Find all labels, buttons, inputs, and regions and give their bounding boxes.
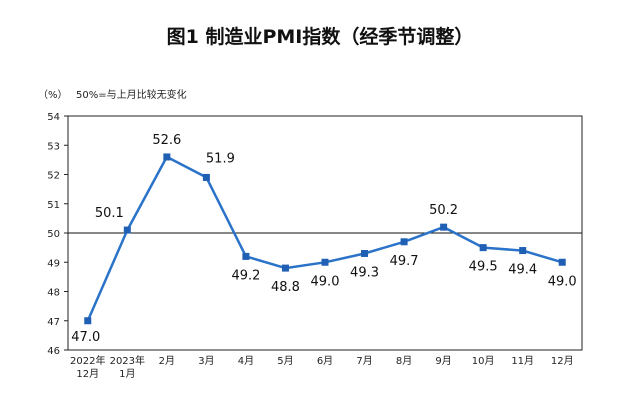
x-tick-label: 7月 <box>356 355 372 367</box>
data-point-marker <box>123 226 131 234</box>
data-point-marker <box>558 258 566 266</box>
x-tick-label: 2023年 <box>110 354 145 367</box>
x-tick-label: 6月 <box>317 355 333 367</box>
data-point-marker <box>84 317 92 325</box>
y-tick-label: 46 <box>47 346 60 357</box>
data-label: 49.5 <box>469 260 498 275</box>
series-line <box>86 155 563 322</box>
x-tick-label: 8月 <box>396 355 412 367</box>
x-tick-label: 10月 <box>472 355 495 367</box>
x-tick-label: 11月 <box>511 355 534 367</box>
data-label: 49.4 <box>508 263 537 278</box>
x-tick-label: 2022年 <box>70 354 105 367</box>
data-point-marker <box>202 173 210 181</box>
x-tick-label: 12月 <box>551 355 574 367</box>
x-tick-label: 4月 <box>238 355 254 367</box>
x-tick-label: 3月 <box>198 355 214 367</box>
data-label: 50.2 <box>429 203 458 218</box>
chart-title: 图1 制造业PMI指数（经季节调整） <box>166 26 474 48</box>
reference-note: 50%=与上月比较无变化 <box>76 90 187 101</box>
data-point-marker <box>519 247 527 255</box>
data-labels-group: 47.0 50.1 52.6 51.9 49.2 48.8 49.0 49.3 49.7 50.2… <box>71 133 576 345</box>
x-tick-label: 5月 <box>277 355 293 367</box>
data-point-marker <box>400 238 408 246</box>
data-label: 47.0 <box>71 330 100 345</box>
y-tick-label: 48 <box>47 288 60 299</box>
data-point-marker <box>281 264 289 272</box>
data-point-marker <box>479 244 487 252</box>
x-tick-label: 12月 <box>76 368 99 380</box>
y-tick-label: 51 <box>47 200 60 211</box>
data-label: 49.7 <box>390 254 419 269</box>
y-tick-label: 54 <box>47 112 60 123</box>
data-label: 52.6 <box>152 133 181 148</box>
series-group <box>84 153 566 325</box>
data-label: 50.1 <box>95 206 124 221</box>
data-label: 49.3 <box>350 265 379 280</box>
data-point-marker <box>440 223 448 231</box>
data-point-marker <box>361 249 369 257</box>
data-label: 49.0 <box>548 274 577 289</box>
x-tick-label: 1月 <box>119 368 135 380</box>
data-point-marker <box>163 153 171 161</box>
data-label: 51.9 <box>206 151 235 166</box>
y-axis: 46 47 48 49 50 51 52 53 54 <box>47 112 68 357</box>
y-tick-label: 49 <box>47 258 60 269</box>
y-tick-label: 53 <box>47 141 60 152</box>
x-tick-label: 9月 <box>435 355 451 367</box>
y-unit-label: （%） <box>38 90 68 101</box>
data-label: 49.0 <box>311 274 340 289</box>
y-tick-label: 52 <box>47 171 60 182</box>
data-point-marker <box>321 258 329 266</box>
x-tick-label: 2月 <box>159 355 175 367</box>
data-label: 48.8 <box>271 280 300 295</box>
y-tick-label: 50 <box>47 229 60 240</box>
y-tick-label: 47 <box>47 317 60 328</box>
data-point-marker <box>242 252 250 260</box>
data-label: 49.2 <box>231 268 260 283</box>
